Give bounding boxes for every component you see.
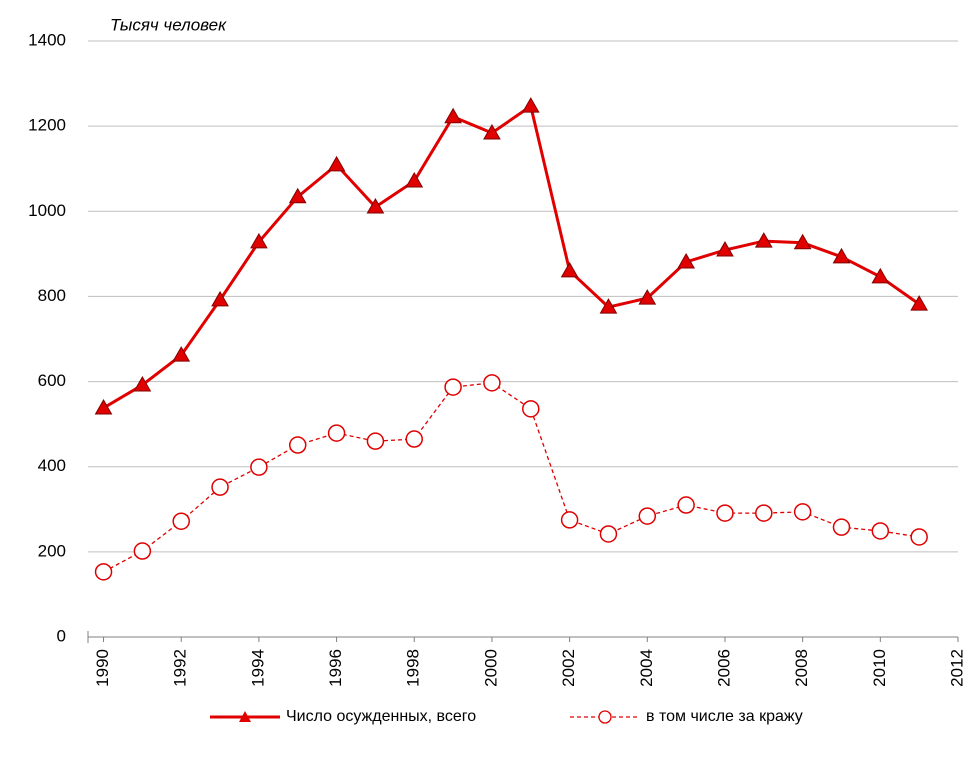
point bbox=[560, 261, 579, 278]
legend-marker bbox=[239, 711, 251, 722]
point bbox=[793, 233, 812, 250]
x-tick-label: 1990 bbox=[93, 649, 112, 687]
y-tick-label: 1200 bbox=[28, 116, 66, 135]
point bbox=[250, 232, 268, 249]
point bbox=[522, 400, 540, 418]
x-tick-label: 2006 bbox=[714, 649, 733, 687]
point bbox=[405, 172, 424, 188]
point bbox=[832, 247, 851, 264]
point bbox=[521, 97, 540, 113]
point bbox=[288, 436, 307, 454]
y-tick-label: 0 bbox=[57, 626, 66, 645]
x-tick-label: 2004 bbox=[637, 649, 656, 687]
point bbox=[871, 267, 890, 284]
point bbox=[483, 374, 501, 392]
point bbox=[716, 504, 734, 522]
point bbox=[172, 346, 191, 362]
point bbox=[910, 295, 929, 311]
point bbox=[638, 507, 657, 525]
y-tick-label: 1400 bbox=[28, 30, 66, 49]
y-axis-label: Тысяч человек bbox=[110, 15, 227, 34]
point bbox=[793, 503, 812, 521]
point bbox=[755, 504, 773, 522]
point bbox=[405, 430, 423, 448]
point bbox=[832, 518, 851, 536]
x-tick-label: 1994 bbox=[248, 649, 267, 687]
point bbox=[288, 187, 307, 204]
point bbox=[560, 511, 579, 529]
point bbox=[366, 198, 385, 214]
point bbox=[133, 375, 152, 392]
point bbox=[910, 528, 928, 546]
point bbox=[250, 458, 268, 476]
y-tick-label: 800 bbox=[38, 286, 66, 305]
x-tick-label: 2010 bbox=[870, 649, 889, 687]
x-tick-label: 2002 bbox=[559, 649, 578, 687]
legend-label: в том числе за кражу bbox=[646, 708, 803, 725]
legend-label: Число осужденных, всего bbox=[286, 708, 476, 725]
x-tick-label: 1992 bbox=[171, 649, 190, 687]
y-tick-label: 600 bbox=[38, 371, 66, 390]
x-tick-label: 1998 bbox=[404, 649, 423, 687]
x-tick-label: 2008 bbox=[792, 649, 811, 687]
point bbox=[599, 525, 618, 543]
x-tick-label: 2000 bbox=[481, 649, 500, 687]
point bbox=[172, 512, 190, 530]
point bbox=[133, 542, 152, 560]
point bbox=[211, 290, 229, 307]
point bbox=[599, 298, 618, 314]
x-tick-label: 1996 bbox=[326, 649, 345, 687]
point bbox=[444, 378, 462, 396]
point bbox=[327, 424, 346, 442]
point bbox=[211, 478, 229, 496]
y-tick-label: 200 bbox=[38, 541, 66, 560]
point bbox=[327, 155, 346, 172]
point bbox=[871, 522, 890, 540]
point bbox=[366, 432, 385, 450]
point bbox=[638, 289, 657, 305]
point bbox=[677, 496, 695, 514]
point bbox=[483, 123, 501, 140]
line bbox=[102, 103, 921, 410]
x-tick-label: 2012 bbox=[947, 649, 964, 687]
point bbox=[677, 252, 695, 269]
point bbox=[94, 398, 113, 415]
point bbox=[754, 232, 773, 248]
y-tick-label: 1000 bbox=[28, 201, 66, 220]
point bbox=[94, 563, 113, 581]
point bbox=[716, 241, 734, 257]
line bbox=[103, 382, 920, 573]
point bbox=[444, 107, 462, 124]
y-tick-label: 400 bbox=[38, 456, 66, 475]
legend-marker bbox=[598, 710, 612, 724]
